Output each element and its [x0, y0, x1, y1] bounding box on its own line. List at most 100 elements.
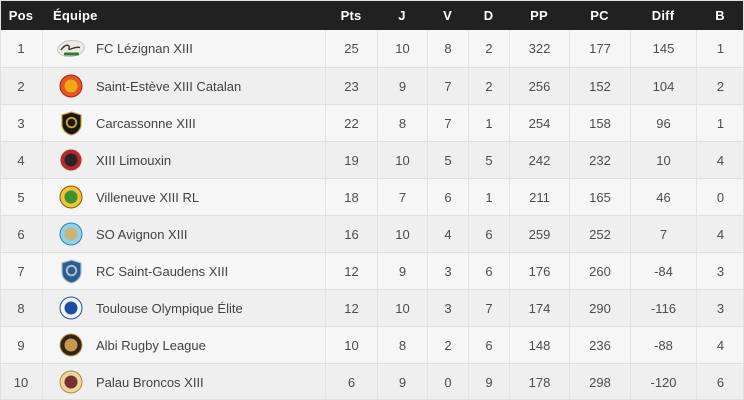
team-cell[interactable]: FC Lézignan XIII	[42, 30, 325, 67]
bonus-cell: 3	[696, 253, 744, 289]
wins-cell: 3	[427, 290, 468, 326]
table-row: 7 RC Saint-Gaudens XIII 12 9 3 6 176 260…	[0, 252, 744, 289]
points-against-cell: 252	[569, 216, 630, 252]
points-cell: 12	[325, 290, 377, 326]
team-cell[interactable]: Toulouse Olympique Élite	[42, 290, 325, 326]
table-row: 1 FC Lézignan XIII 25 10 8 2 322 177 145…	[0, 30, 744, 67]
column-header-bonus: B	[715, 7, 725, 23]
wins-cell: 4	[427, 216, 468, 252]
team-cell[interactable]: Carcassonne XIII	[42, 105, 325, 141]
position-cell: 6	[17, 226, 25, 242]
team-logo-icon	[56, 332, 86, 358]
position-cell: 1	[17, 41, 25, 56]
team-cell[interactable]: RC Saint-Gaudens XIII	[42, 253, 325, 289]
bonus-cell: 1	[696, 105, 744, 141]
points-for-cell: 211	[509, 179, 569, 215]
team-cell[interactable]: SO Avignon XIII	[42, 216, 325, 252]
column-header-points: Pts	[340, 7, 362, 23]
bonus-cell: 3	[696, 290, 744, 326]
bonus-cell: 4	[696, 216, 744, 252]
team-cell[interactable]: Palau Broncos XIII	[42, 364, 325, 400]
team-cell[interactable]: Villeneuve XIII RL	[42, 179, 325, 215]
diff-cell: 10	[630, 142, 696, 178]
bonus-cell: 1	[696, 30, 744, 67]
position-cell: 8	[17, 300, 25, 316]
points-cell: 25	[325, 30, 377, 67]
team-name: XIII Limouxin	[96, 152, 172, 168]
position-cell: 9	[17, 337, 25, 353]
table-row: 9 Albi Rugby League 10 8 2 6 148 236 -88…	[0, 326, 744, 363]
points-against-cell: 298	[569, 364, 630, 400]
team-cell[interactable]: XIII Limouxin	[42, 142, 325, 178]
team-cell[interactable]: Saint-Estève XIII Catalan	[42, 68, 325, 104]
diff-cell: 46	[630, 179, 696, 215]
diff-cell: -84	[630, 253, 696, 289]
diff-cell: 104	[630, 68, 696, 104]
diff-cell: 96	[630, 105, 696, 141]
points-for-cell: 148	[509, 327, 569, 363]
bonus-cell: 0	[696, 179, 744, 215]
diff-cell: -120	[630, 364, 696, 400]
played-cell: 9	[377, 253, 427, 289]
diff-cell: 7	[630, 216, 696, 252]
team-logo-icon	[56, 221, 86, 247]
bonus-cell: 2	[696, 68, 744, 104]
losses-cell: 6	[468, 253, 509, 289]
diff-cell: -88	[630, 327, 696, 363]
wins-cell: 3	[427, 253, 468, 289]
team-logo-icon	[56, 295, 86, 321]
table-row: 2 Saint-Estève XIII Catalan 23 9 7 2 256…	[0, 67, 744, 104]
losses-cell: 9	[468, 364, 509, 400]
team-name: Palau Broncos XIII	[96, 374, 204, 390]
team-logo-icon	[56, 110, 86, 136]
position-cell: 2	[17, 78, 25, 94]
points-for-cell: 322	[509, 30, 569, 67]
column-header-played: J	[398, 7, 406, 23]
position-cell: 5	[17, 189, 25, 205]
played-cell: 10	[377, 290, 427, 326]
table-body: 1 FC Lézignan XIII 25 10 8 2 322 177 145…	[0, 30, 744, 400]
points-cell: 6	[325, 364, 377, 400]
bonus-cell: 6	[696, 364, 744, 400]
table-row: 10 Palau Broncos XIII 6 9 0 9 178 298 -1…	[0, 363, 744, 400]
table-header: Pos Équipe Pts J V D PP PC Diff B	[0, 0, 744, 30]
wins-cell: 6	[427, 179, 468, 215]
points-against-cell: 165	[569, 179, 630, 215]
position-cell: 3	[17, 115, 25, 131]
points-for-cell: 254	[509, 105, 569, 141]
wins-cell: 0	[427, 364, 468, 400]
played-cell: 9	[377, 68, 427, 104]
points-cell: 18	[325, 179, 377, 215]
played-cell: 8	[377, 327, 427, 363]
team-name: Albi Rugby League	[96, 337, 206, 353]
team-logo-icon	[56, 36, 86, 62]
wins-cell: 5	[427, 142, 468, 178]
table-row: 4 XIII Limouxin 19 10 5 5 242 232 10 4	[0, 141, 744, 178]
played-cell: 10	[377, 216, 427, 252]
column-header-team: Équipe	[53, 7, 98, 23]
played-cell: 10	[377, 142, 427, 178]
played-cell: 9	[377, 364, 427, 400]
team-cell[interactable]: Albi Rugby League	[42, 327, 325, 363]
team-name: Carcassonne XIII	[96, 115, 196, 131]
points-against-cell: 177	[569, 30, 630, 67]
points-for-cell: 178	[509, 364, 569, 400]
column-header-points-against: PC	[590, 7, 609, 23]
bonus-cell: 4	[696, 142, 744, 178]
column-header-wins: V	[443, 7, 452, 23]
team-name: SO Avignon XIII	[96, 226, 188, 242]
diff-cell: 145	[630, 30, 696, 67]
bonus-cell: 4	[696, 327, 744, 363]
team-name: Saint-Estève XIII Catalan	[96, 78, 242, 94]
points-cell: 22	[325, 105, 377, 141]
points-for-cell: 259	[509, 216, 569, 252]
diff-cell: -116	[630, 290, 696, 326]
table-row: 5 Villeneuve XIII RL 18 7 6 1 211 165 46…	[0, 178, 744, 215]
column-header-points-for: PP	[530, 7, 548, 23]
wins-cell: 7	[427, 105, 468, 141]
team-logo-icon	[56, 147, 86, 173]
points-for-cell: 176	[509, 253, 569, 289]
column-header-diff: Diff	[651, 7, 675, 23]
losses-cell: 1	[468, 179, 509, 215]
played-cell: 8	[377, 105, 427, 141]
